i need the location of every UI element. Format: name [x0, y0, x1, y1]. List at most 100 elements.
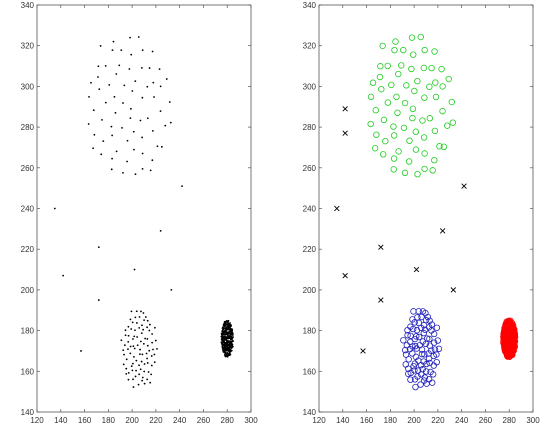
data-point [434, 337, 442, 344]
data-point [377, 63, 384, 70]
data-point [97, 76, 99, 78]
data-point [232, 336, 234, 339]
plot-area [36, 4, 252, 413]
data-point [504, 319, 511, 326]
data-point [140, 310, 142, 313]
data-point [371, 145, 379, 152]
data-point [92, 109, 95, 112]
data-point [131, 90, 134, 92]
data-point [146, 319, 149, 322]
data-point [136, 336, 139, 338]
data-point [153, 361, 156, 364]
data-point [135, 310, 138, 313]
data-point [410, 308, 417, 315]
data-point [342, 106, 348, 112]
data-point [502, 348, 509, 356]
data-point [401, 346, 409, 354]
y-tick-label: 320 [21, 42, 35, 51]
data-point [129, 117, 132, 119]
data-point [229, 322, 231, 324]
data-point [130, 53, 133, 56]
data-point [421, 165, 428, 173]
data-point [124, 329, 127, 332]
data-point [229, 348, 232, 351]
data-point [503, 318, 510, 325]
data-point [135, 369, 137, 372]
data-point [413, 266, 420, 273]
data-point [122, 363, 125, 366]
data-point [431, 48, 438, 55]
data-point [230, 325, 233, 327]
data-point [151, 333, 154, 335]
data-point [379, 151, 387, 158]
data-point [409, 316, 416, 323]
data-point [413, 327, 421, 334]
data-point [402, 361, 409, 368]
x-tick-label: 300 [526, 416, 540, 425]
data-point [123, 84, 126, 87]
data-point [412, 383, 419, 391]
data-point [417, 381, 424, 388]
data-point [423, 335, 431, 342]
data-point [143, 319, 145, 322]
data-point [168, 101, 171, 103]
left-scatter-panel: 120 140 160 180 200 220 240 260 280 3001401601802… [21, 1, 259, 425]
data-point [138, 373, 141, 376]
data-point [509, 348, 516, 355]
data-point [227, 319, 230, 322]
data-point [139, 119, 142, 122]
x-tick-label: 160 [78, 416, 92, 425]
data-point [104, 101, 107, 104]
data-point [445, 75, 452, 83]
data-point [151, 341, 154, 344]
data-point [129, 345, 132, 348]
data-point [220, 338, 223, 341]
data-point [141, 324, 143, 327]
data-point [92, 147, 95, 150]
data-point [144, 337, 147, 340]
data-point [433, 351, 440, 358]
data-point [141, 152, 144, 155]
data-point [407, 376, 414, 383]
data-point [127, 325, 130, 328]
data-point [400, 337, 407, 344]
data-point [143, 370, 146, 373]
data-point [113, 95, 116, 98]
data-point [153, 96, 155, 98]
y-tick-label: 200 [303, 286, 317, 295]
data-point [511, 333, 519, 341]
data-point [146, 326, 149, 329]
data-point [149, 381, 152, 384]
data-point [409, 105, 417, 113]
data-point [120, 49, 123, 52]
data-point [225, 326, 228, 329]
data-point [146, 362, 149, 364]
data-point [139, 348, 141, 351]
data-point [127, 348, 129, 351]
data-point [140, 360, 143, 363]
data-point [384, 99, 392, 106]
data-point [132, 378, 134, 381]
data-point [136, 344, 139, 347]
data-point [148, 67, 151, 69]
data-point [97, 246, 100, 249]
y-tick-label: 140 [303, 408, 317, 417]
data-point [153, 353, 156, 356]
data-point [409, 114, 416, 122]
data-point [411, 376, 419, 383]
data-point [432, 79, 439, 86]
data-point [222, 350, 225, 353]
data-point [80, 350, 82, 352]
data-point [122, 171, 124, 174]
data-point [151, 50, 154, 53]
data-point [122, 349, 125, 352]
data-point [137, 36, 140, 38]
data-point [412, 146, 420, 153]
data-point [88, 95, 90, 98]
data-point [408, 65, 415, 73]
data-point [501, 324, 508, 332]
data-point [130, 328, 133, 330]
data-point [510, 344, 517, 352]
data-point [384, 62, 391, 70]
data-point [114, 111, 117, 114]
